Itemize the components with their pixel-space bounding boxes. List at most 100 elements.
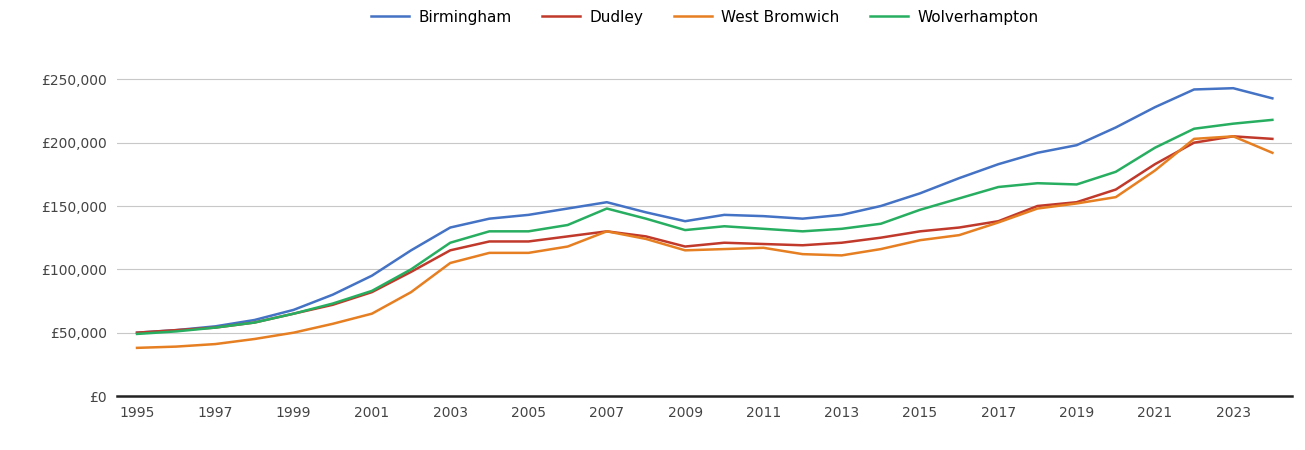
- Dudley: [1147, 162, 1163, 167]
- Dudley: [207, 325, 223, 330]
- Birmingham: [129, 330, 145, 335]
- West Bromwich: [677, 248, 693, 253]
- West Bromwich: [207, 342, 223, 347]
- Dudley: [403, 269, 419, 274]
- Dudley: [1069, 199, 1084, 205]
- West Bromwich: [716, 246, 732, 252]
- Birmingham: [1069, 143, 1084, 148]
- Birmingham: [364, 273, 380, 279]
- Birmingham: [207, 324, 223, 329]
- Birmingham: [442, 225, 458, 230]
- Wolverhampton: [1265, 117, 1280, 122]
- Wolverhampton: [442, 240, 458, 245]
- Wolverhampton: [795, 229, 810, 234]
- Birmingham: [599, 199, 615, 205]
- West Bromwich: [990, 220, 1006, 225]
- Birmingham: [834, 212, 850, 217]
- Birmingham: [1147, 104, 1163, 110]
- Dudley: [834, 240, 850, 245]
- Wolverhampton: [1030, 180, 1045, 186]
- Birmingham: [1265, 96, 1280, 101]
- Dudley: [247, 320, 262, 325]
- West Bromwich: [1225, 134, 1241, 139]
- Birmingham: [638, 210, 654, 215]
- Wolverhampton: [599, 206, 615, 211]
- West Bromwich: [795, 252, 810, 257]
- West Bromwich: [834, 253, 850, 258]
- Dudley: [521, 239, 536, 244]
- Wolverhampton: [677, 227, 693, 233]
- Birmingham: [1030, 150, 1045, 156]
- Birmingham: [286, 307, 301, 313]
- Dudley: [1030, 203, 1045, 209]
- Wolverhampton: [286, 311, 301, 316]
- West Bromwich: [873, 246, 889, 252]
- West Bromwich: [599, 229, 615, 234]
- Wolverhampton: [638, 216, 654, 221]
- Dudley: [129, 330, 145, 335]
- Legend: Birmingham, Dudley, West Bromwich, Wolverhampton: Birmingham, Dudley, West Bromwich, Wolve…: [365, 4, 1044, 31]
- Wolverhampton: [364, 288, 380, 293]
- Wolverhampton: [756, 226, 771, 231]
- West Bromwich: [1108, 194, 1124, 200]
- West Bromwich: [1186, 136, 1202, 142]
- Wolverhampton: [207, 325, 223, 330]
- West Bromwich: [951, 233, 967, 238]
- Birmingham: [990, 162, 1006, 167]
- Dudley: [638, 234, 654, 239]
- West Bromwich: [364, 311, 380, 316]
- Wolverhampton: [325, 301, 341, 306]
- West Bromwich: [1265, 150, 1280, 156]
- Line: Wolverhampton: Wolverhampton: [137, 120, 1272, 334]
- Wolverhampton: [482, 229, 497, 234]
- Birmingham: [1225, 86, 1241, 91]
- Wolverhampton: [403, 267, 419, 272]
- Dudley: [599, 229, 615, 234]
- West Bromwich: [129, 345, 145, 351]
- Dudley: [912, 229, 928, 234]
- Birmingham: [1186, 87, 1202, 92]
- Wolverhampton: [951, 196, 967, 201]
- Dudley: [951, 225, 967, 230]
- West Bromwich: [247, 336, 262, 342]
- Birmingham: [168, 328, 184, 333]
- Wolverhampton: [912, 207, 928, 212]
- Dudley: [560, 234, 576, 239]
- Wolverhampton: [129, 331, 145, 337]
- Dudley: [873, 235, 889, 240]
- Wolverhampton: [560, 222, 576, 228]
- Wolverhampton: [168, 328, 184, 334]
- Dudley: [325, 302, 341, 307]
- West Bromwich: [482, 250, 497, 256]
- West Bromwich: [1069, 201, 1084, 206]
- West Bromwich: [1147, 168, 1163, 173]
- Line: Dudley: Dudley: [137, 136, 1272, 333]
- Dudley: [716, 240, 732, 245]
- Wolverhampton: [990, 184, 1006, 190]
- Dudley: [1108, 187, 1124, 192]
- Wolverhampton: [716, 224, 732, 229]
- Birmingham: [1108, 125, 1124, 130]
- Dudley: [1265, 136, 1280, 142]
- Wolverhampton: [834, 226, 850, 231]
- Birmingham: [756, 213, 771, 219]
- Line: Birmingham: Birmingham: [137, 88, 1272, 333]
- West Bromwich: [1030, 206, 1045, 211]
- Birmingham: [912, 191, 928, 196]
- West Bromwich: [325, 321, 341, 327]
- Dudley: [442, 248, 458, 253]
- Birmingham: [795, 216, 810, 221]
- Dudley: [286, 311, 301, 316]
- Birmingham: [325, 292, 341, 297]
- Wolverhampton: [1069, 182, 1084, 187]
- West Bromwich: [638, 236, 654, 242]
- West Bromwich: [560, 244, 576, 249]
- Birmingham: [716, 212, 732, 217]
- Wolverhampton: [1225, 121, 1241, 126]
- Dudley: [1186, 140, 1202, 145]
- West Bromwich: [912, 238, 928, 243]
- Birmingham: [677, 219, 693, 224]
- Birmingham: [247, 317, 262, 323]
- Birmingham: [560, 206, 576, 211]
- Line: West Bromwich: West Bromwich: [137, 136, 1272, 348]
